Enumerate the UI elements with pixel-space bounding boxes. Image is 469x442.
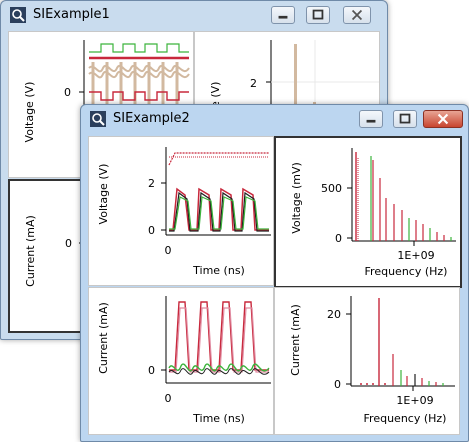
spectrum-bars: [360, 298, 444, 386]
y-tick-label: 500: [321, 182, 342, 195]
x-tick-label: 0: [165, 392, 172, 405]
y-tick-label: 0: [65, 237, 72, 250]
y-tick-label: 0: [64, 86, 71, 99]
x-tick-label: 0: [165, 244, 172, 257]
minimize-button[interactable]: [359, 110, 383, 128]
app-icon: [10, 7, 26, 23]
y-tick-label: 0: [148, 224, 155, 237]
x-tick-label: 1E+09: [397, 249, 434, 262]
minimize-icon: [278, 15, 288, 19]
close-icon: [351, 9, 363, 21]
window-title: SIExample1: [33, 7, 110, 22]
maximize-icon: [312, 9, 324, 20]
x-axis-label: Frequency (Hz): [365, 265, 448, 278]
x-tick-label: 1E+09: [396, 394, 433, 407]
y-tick-label: 0: [334, 378, 341, 391]
plot-voltage-frequency-2[interactable]: Voltage (mV) 500 0 1E+09 Frequency (Hz): [274, 136, 462, 288]
y-tick-label: 0: [148, 364, 155, 377]
maximize-button[interactable]: [306, 6, 330, 24]
current-traces: [168, 301, 270, 375]
y-tick-label: 20: [327, 308, 341, 321]
window-siexample2[interactable]: SIExample2 Voltage (V) 2 0 0 Time (ns): [80, 104, 469, 442]
plot-current-frequency-2[interactable]: Current (mA) 20 0 1E+09 Frequency (Hz): [274, 287, 460, 435]
close-button[interactable]: [423, 110, 463, 128]
window-title: SIExample2: [113, 111, 190, 126]
spectrum-bars: [355, 152, 452, 241]
y-axis-label: Voltage (mV): [290, 162, 303, 234]
y-axis-label: Voltage (V): [97, 164, 110, 225]
y-axis-label: Current (mA): [97, 302, 110, 374]
y-axis-label: Current (mA): [24, 215, 37, 287]
app-icon: [90, 111, 106, 127]
titlebar[interactable]: SIExample2: [81, 105, 468, 133]
plot-current-time-2[interactable]: Current (mA) 0 0 Time (ns): [88, 287, 274, 435]
y-axis-label: Current (mA): [289, 304, 302, 376]
x-axis-label: Time (ns): [192, 264, 245, 277]
y-tick-label: 2: [250, 77, 257, 90]
y-axis-label: Voltage (V): [23, 82, 36, 143]
close-icon: [437, 113, 449, 125]
x-axis-label: Frequency (Hz): [364, 412, 447, 425]
plot-voltage-time-2[interactable]: Voltage (V) 2 0 0 Time (ns): [88, 136, 274, 286]
voltage-traces: [169, 187, 269, 232]
x-axis-label: Time (ns): [192, 412, 245, 425]
y-tick-label: 0: [335, 232, 342, 245]
titlebar[interactable]: SIExample1: [1, 1, 387, 29]
y-tick-label: 2: [148, 177, 155, 190]
minimize-icon: [366, 119, 376, 123]
minimize-button[interactable]: [271, 6, 295, 24]
close-button[interactable]: [343, 6, 371, 24]
maximize-icon: [399, 113, 411, 124]
maximize-button[interactable]: [393, 110, 417, 128]
